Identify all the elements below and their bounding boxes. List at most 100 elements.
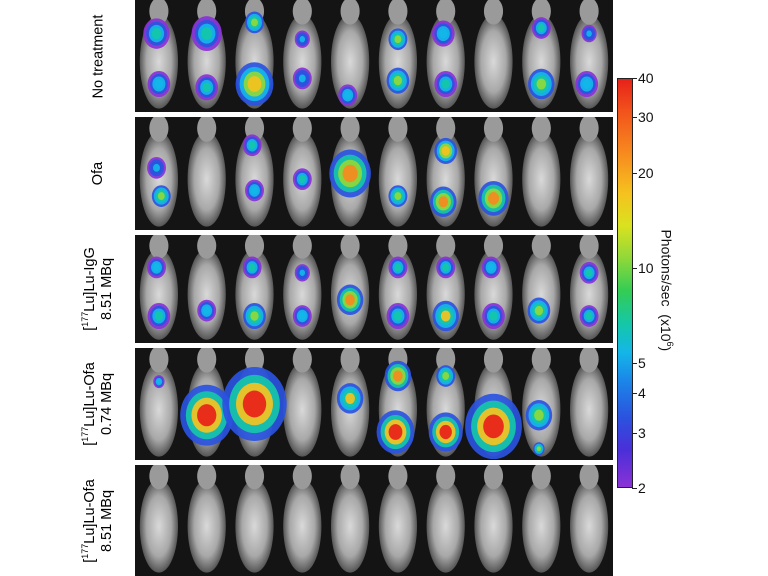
mouse-body xyxy=(139,479,179,573)
signal-hotspot xyxy=(298,312,306,320)
signal-hotspot xyxy=(441,146,450,156)
imaging-panel-4 xyxy=(135,348,613,460)
signal-hotspot xyxy=(534,409,544,421)
mouse-body xyxy=(330,479,370,573)
signal-hotspot xyxy=(487,192,500,205)
mouse-head xyxy=(340,348,360,373)
imaging-panel-1 xyxy=(135,0,613,112)
row-label-3: [177Lu]Lu-IgG 8.51 MBq xyxy=(80,247,115,331)
signal-hotspot xyxy=(298,74,306,83)
mouse-head xyxy=(197,465,217,490)
signal-hotspot xyxy=(586,30,592,37)
signal-hotspot xyxy=(153,163,160,172)
mouse-head xyxy=(388,235,408,259)
signal-hotspot xyxy=(440,310,451,322)
signal-hotspot xyxy=(242,390,267,418)
colorbar-gradient xyxy=(618,79,632,487)
mouse-row-image xyxy=(139,465,609,573)
mouse-head xyxy=(531,0,551,25)
colorbar-tick-label: 2 xyxy=(638,480,646,496)
signal-hotspot xyxy=(534,305,544,316)
mouse-head xyxy=(149,348,169,373)
colorbar-title-unit: (x106) xyxy=(658,313,676,351)
signal-hotspot xyxy=(299,36,306,43)
mouse-head xyxy=(436,348,456,373)
colorbar-tick-label: 3 xyxy=(638,424,646,441)
colorbar-tick xyxy=(632,78,637,79)
mouse-head xyxy=(531,465,551,490)
row-label-2: Ofa xyxy=(90,161,107,186)
signal-hotspot xyxy=(154,79,164,89)
signal-hotspot xyxy=(251,18,258,27)
signal-hotspot xyxy=(394,263,402,272)
signal-hotspot xyxy=(298,175,306,184)
signal-hotspot xyxy=(536,78,547,90)
mouse-body xyxy=(187,479,226,573)
mouse-head xyxy=(483,117,504,142)
mouse-head xyxy=(579,235,599,259)
mouse-body xyxy=(569,479,609,573)
signal-hotspot xyxy=(388,424,403,440)
mouse-head xyxy=(149,0,169,25)
mouse-body xyxy=(569,362,609,457)
signal-hotspot xyxy=(585,312,593,320)
colorbar-title-main: Photons/sec xyxy=(658,229,675,307)
mouse-body xyxy=(474,14,513,109)
colorbar-tick xyxy=(632,267,637,269)
mouse-head xyxy=(436,235,456,259)
mouse-head xyxy=(579,348,599,373)
mouse-body xyxy=(187,131,226,227)
mouse-head xyxy=(579,117,599,142)
mouse-head xyxy=(149,117,169,142)
signal-hotspot xyxy=(536,446,541,452)
signal-hotspot xyxy=(537,24,545,32)
mouse-head xyxy=(340,465,360,490)
colorbar-tick xyxy=(632,117,637,119)
signal-hotspot xyxy=(441,79,450,89)
mouse-head xyxy=(531,117,551,142)
signal-hotspot xyxy=(585,268,593,277)
mouse-head xyxy=(436,0,456,25)
mouse-head xyxy=(483,465,504,490)
mouse-head xyxy=(197,348,217,373)
mouse-head xyxy=(388,117,408,142)
mouse-head xyxy=(531,348,551,373)
colorbar-tick xyxy=(632,172,637,174)
signal-hotspot xyxy=(247,76,262,92)
mouse-body xyxy=(569,249,609,340)
mouse-head xyxy=(197,117,217,142)
mouse-head xyxy=(483,348,504,373)
signal-hotspot xyxy=(393,370,403,382)
imaging-panel-5 xyxy=(135,465,613,576)
mouse-head xyxy=(149,465,169,490)
mouse-body xyxy=(330,14,370,109)
mouse-body xyxy=(426,479,465,573)
signal-hotspot xyxy=(442,372,450,380)
signal-hotspot xyxy=(483,414,504,439)
mouse-body xyxy=(283,479,322,573)
mouse-head xyxy=(292,117,312,142)
mouse-head xyxy=(197,235,217,259)
signal-hotspot xyxy=(439,28,448,39)
signal-hotspot xyxy=(489,311,498,321)
mouse-head xyxy=(388,0,408,25)
mouse-body xyxy=(569,131,609,227)
signal-hotspot xyxy=(438,196,449,208)
mouse-row-image xyxy=(139,348,609,460)
mouse-head xyxy=(340,235,360,259)
mouse-body xyxy=(378,479,418,573)
mouse-head xyxy=(483,235,504,259)
signal-hotspot xyxy=(156,379,161,384)
signal-hotspot xyxy=(487,263,495,272)
colorbar-tick-label: 30 xyxy=(638,109,654,126)
signal-hotspot xyxy=(344,91,352,100)
colorbar-tick xyxy=(632,488,637,489)
signal-hotspot xyxy=(248,141,256,150)
imaging-panel-2 xyxy=(135,117,613,230)
mouse-head xyxy=(483,0,504,25)
mouse-body xyxy=(235,131,274,227)
mouse-head xyxy=(436,465,456,490)
colorbar xyxy=(617,78,633,488)
signal-hotspot xyxy=(202,82,211,93)
row-label-5: [177Lu]Lu-Ofa 8.51 MBq xyxy=(80,478,115,563)
